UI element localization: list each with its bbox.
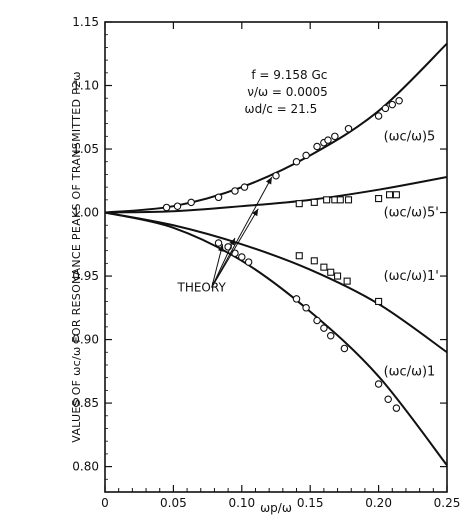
theory-arrow bbox=[211, 244, 224, 288]
data-point-square bbox=[295, 252, 303, 260]
theory-arrow bbox=[211, 208, 259, 288]
data-point-square bbox=[295, 200, 303, 208]
data-point-circle bbox=[173, 202, 182, 210]
series-label-3: (ωc/ω)1 bbox=[384, 364, 436, 379]
data-point-circle bbox=[292, 295, 301, 303]
data-point-square bbox=[336, 196, 344, 204]
data-point-circle bbox=[381, 104, 390, 113]
theory-curves bbox=[104, 42, 448, 466]
theory-arrows bbox=[211, 176, 273, 288]
theory-curve-1 bbox=[104, 175, 448, 214]
data-point-circle bbox=[388, 100, 397, 109]
data-point-circle bbox=[214, 239, 223, 247]
data-point-circle bbox=[302, 151, 310, 160]
data-point-square bbox=[323, 196, 331, 204]
data-point-circle bbox=[313, 142, 321, 151]
series-label-2: (ωc/ω)1' bbox=[384, 269, 439, 284]
data-point-circle bbox=[240, 183, 249, 191]
data-point-circle bbox=[313, 316, 321, 325]
y-tick-label: 0.85 bbox=[72, 396, 99, 410]
data-point-square bbox=[310, 257, 318, 265]
data-point-circle bbox=[374, 112, 383, 120]
data-point-square bbox=[344, 196, 353, 204]
theory-curve-3 bbox=[104, 211, 448, 466]
x-tick-label: 0.10 bbox=[228, 496, 255, 510]
data-point-circle bbox=[395, 97, 403, 105]
data-point-circle bbox=[302, 304, 310, 312]
data-point-circle bbox=[340, 344, 349, 353]
theory-arrow bbox=[211, 237, 236, 288]
annotation-thickness: ωd/c = 21.5 bbox=[245, 102, 318, 116]
axis-ticks bbox=[104, 21, 448, 492]
x-tick-label: 0.15 bbox=[297, 496, 324, 510]
data-point-circle bbox=[214, 193, 223, 202]
data-point-circle bbox=[187, 198, 195, 207]
data-point-circle bbox=[324, 136, 332, 144]
series-labels: (ωc/ω)5 (ωc/ω)5' (ωc/ω)1' (ωc/ω)1 bbox=[384, 129, 439, 379]
data-point-square bbox=[320, 263, 328, 271]
data-point-circle bbox=[231, 187, 239, 195]
data-point-square bbox=[327, 268, 335, 276]
x-tick-label: 0.05 bbox=[160, 496, 187, 510]
y-tick-label: 0.80 bbox=[72, 460, 99, 474]
x-tick-label: 0.25 bbox=[434, 496, 461, 510]
theory-curve-2 bbox=[104, 211, 448, 354]
y-tick-label: 1.15 bbox=[72, 15, 99, 29]
tick-labels: 0 0.05 0.10 0.15 0.20 0.25 0.80 0.85 0.90 0.95 1.0… bbox=[72, 15, 460, 510]
y-tick-label: 0.90 bbox=[72, 333, 99, 347]
data-point-circle bbox=[384, 395, 392, 404]
data-point-circle bbox=[292, 157, 301, 166]
x-axis-label: ωp/ω bbox=[260, 501, 292, 515]
y-tick-label: 1.10 bbox=[72, 79, 99, 93]
data-point-circle bbox=[344, 124, 353, 133]
plot-area bbox=[104, 21, 448, 493]
data-point-circle bbox=[238, 253, 246, 261]
plot-frame bbox=[104, 21, 448, 493]
data-point-circle bbox=[392, 404, 401, 412]
y-tick-label: 1.00 bbox=[72, 206, 99, 220]
data-point-circle bbox=[331, 132, 339, 141]
annotation-collision-ratio: ν/ω = 0.0005 bbox=[247, 85, 327, 99]
data-markers bbox=[162, 97, 403, 412]
x-tick-label: 0.20 bbox=[365, 496, 392, 510]
data-point-circle bbox=[272, 171, 280, 180]
series-label-1: (ωc/ω)5' bbox=[384, 206, 439, 221]
data-point-square bbox=[375, 297, 383, 306]
theory-label: THEORY bbox=[177, 280, 227, 294]
data-point-circle bbox=[162, 203, 171, 212]
annotation-frequency: f = 9.158 Gc bbox=[251, 68, 327, 82]
data-point-circle bbox=[320, 324, 328, 332]
data-point-square bbox=[343, 277, 351, 285]
theory-arrow bbox=[211, 176, 273, 288]
x-tick-label: 0 bbox=[101, 496, 109, 510]
data-point-circle bbox=[326, 332, 335, 340]
y-axis-label: VALUES OF ωc/ω FOR RESONANCE PEAKS OF TR… bbox=[70, 71, 83, 443]
data-point-square bbox=[334, 272, 342, 280]
series-label-0: (ωc/ω)5 bbox=[384, 129, 436, 144]
y-tick-label: 1.05 bbox=[72, 142, 99, 156]
data-point-square bbox=[310, 198, 318, 206]
data-point-square bbox=[392, 191, 400, 199]
data-point-circle bbox=[244, 258, 253, 266]
data-point-square bbox=[375, 195, 383, 203]
y-tick-label: 0.95 bbox=[72, 269, 99, 283]
data-point-circle bbox=[374, 380, 383, 388]
data-point-square bbox=[385, 191, 394, 199]
